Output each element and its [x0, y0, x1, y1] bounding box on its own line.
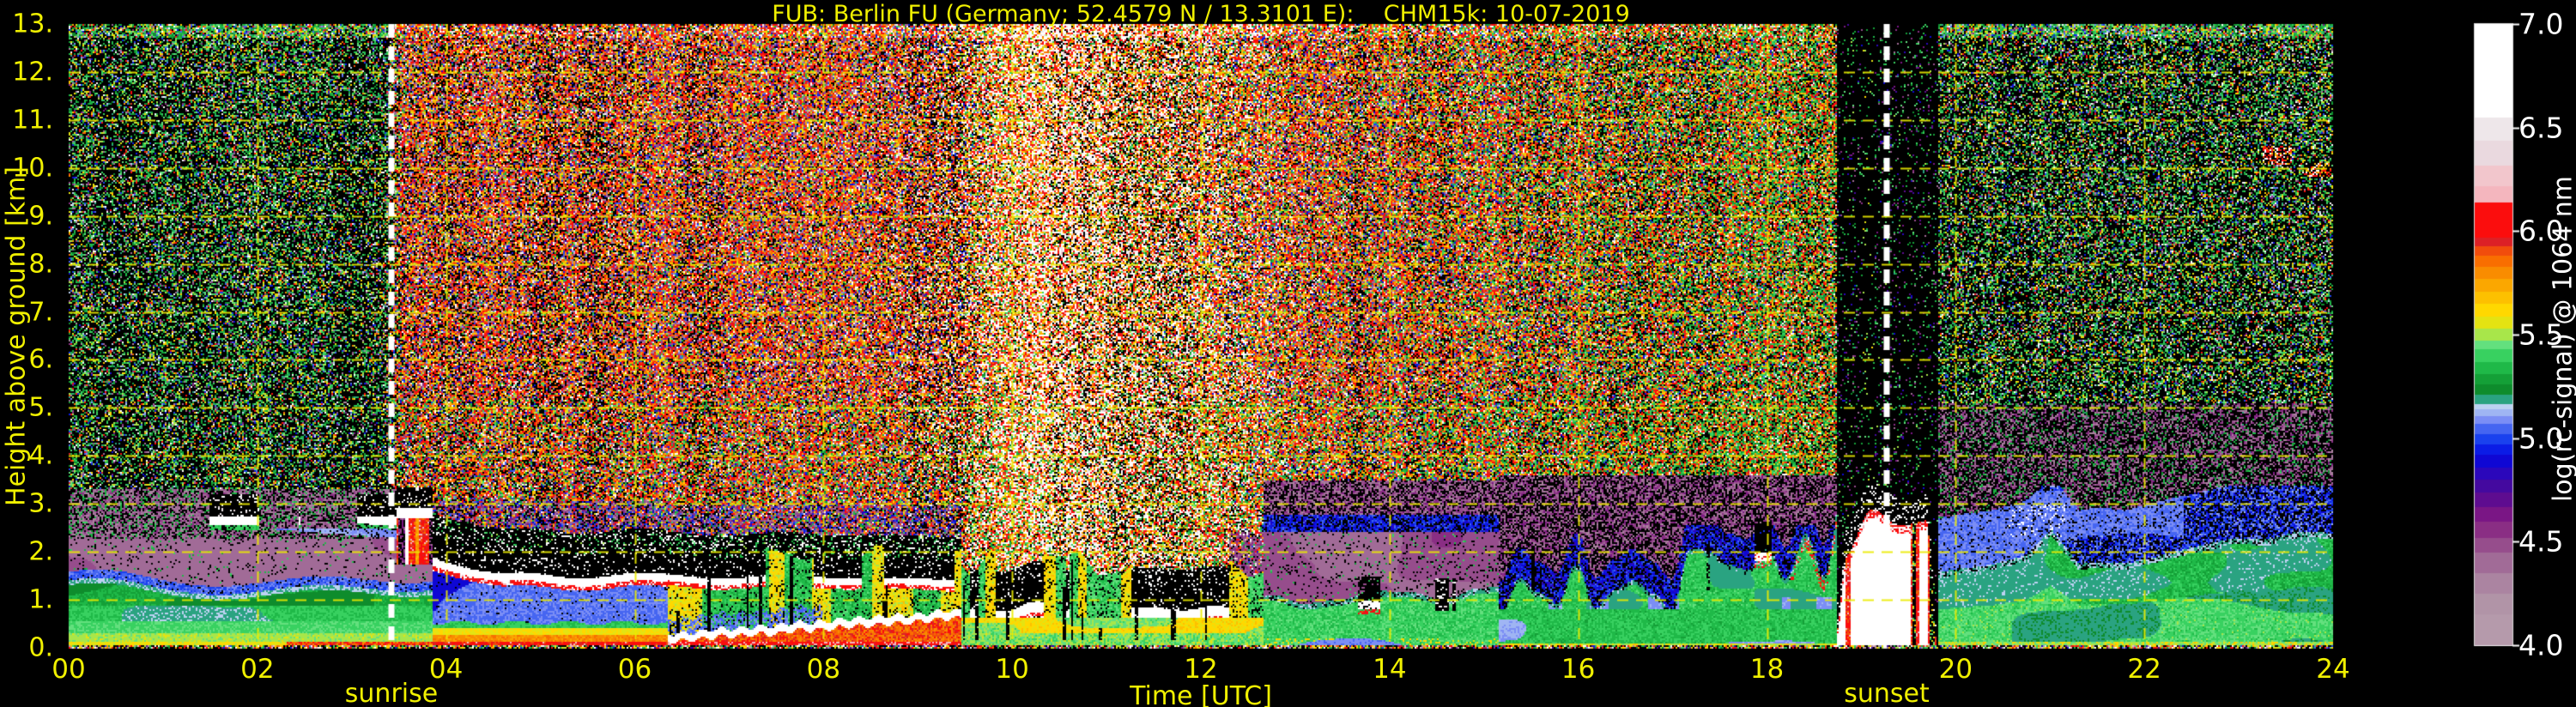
colorbar-tick-label: 6.0 — [2518, 214, 2564, 248]
x-axis-label: Time [UTC] — [1130, 681, 1272, 707]
colorbar-tick-label: 6.5 — [2518, 111, 2564, 145]
y-tick-label: 10. — [12, 153, 53, 184]
x-tick-label: 06 — [617, 654, 652, 685]
x-tick-label: 18 — [1749, 654, 1785, 685]
x-tick-label: 14 — [1373, 654, 1407, 685]
colorbar-tick-label: 4.0 — [2518, 628, 2564, 662]
y-tick-label: 8. — [28, 249, 53, 280]
colorbar-tick-label: 5.0 — [2518, 421, 2564, 456]
y-tick-label: 11. — [12, 105, 53, 136]
y-axis-label: Height above ground [km] — [1, 166, 32, 506]
x-tick-label: 00 — [52, 654, 86, 685]
y-tick-label: 3. — [28, 488, 53, 519]
x-tick-label: 12 — [1184, 654, 1218, 685]
y-tick-label: 5. — [28, 392, 53, 423]
x-tick-label: 20 — [1938, 654, 1973, 685]
x-tick-label: 08 — [806, 654, 841, 685]
colorbar-tick-label: 5.5 — [2518, 317, 2564, 352]
y-tick-label: 4. — [28, 440, 53, 471]
colorbar-tick-label: 7.0 — [2518, 7, 2564, 41]
x-tick-label: 22 — [2127, 654, 2161, 685]
y-tick-label: 1. — [28, 584, 53, 615]
x-tick-label: 04 — [428, 654, 464, 685]
x-tick-label: 24 — [2316, 654, 2350, 685]
y-tick-label: 12. — [12, 57, 53, 88]
colorbar-tick-label: 4.5 — [2518, 524, 2564, 559]
y-tick-label: 9. — [28, 201, 53, 232]
y-tick-label: 13. — [12, 9, 53, 39]
plot-title: FUB: Berlin FU (Germany; 52.4579 N / 13.… — [772, 1, 1630, 27]
x-tick-label: 16 — [1561, 654, 1596, 685]
x-tick-label: 10 — [995, 654, 1029, 685]
y-tick-label: 2. — [28, 536, 53, 567]
y-tick-label: 7. — [28, 297, 53, 328]
y-tick-label: 6. — [28, 344, 53, 375]
y-tick-label: 0. — [28, 632, 53, 663]
sunset-annotation: sunset — [1844, 679, 1930, 707]
sunrise-annotation: sunrise — [344, 679, 439, 707]
x-tick-label: 02 — [240, 654, 275, 685]
